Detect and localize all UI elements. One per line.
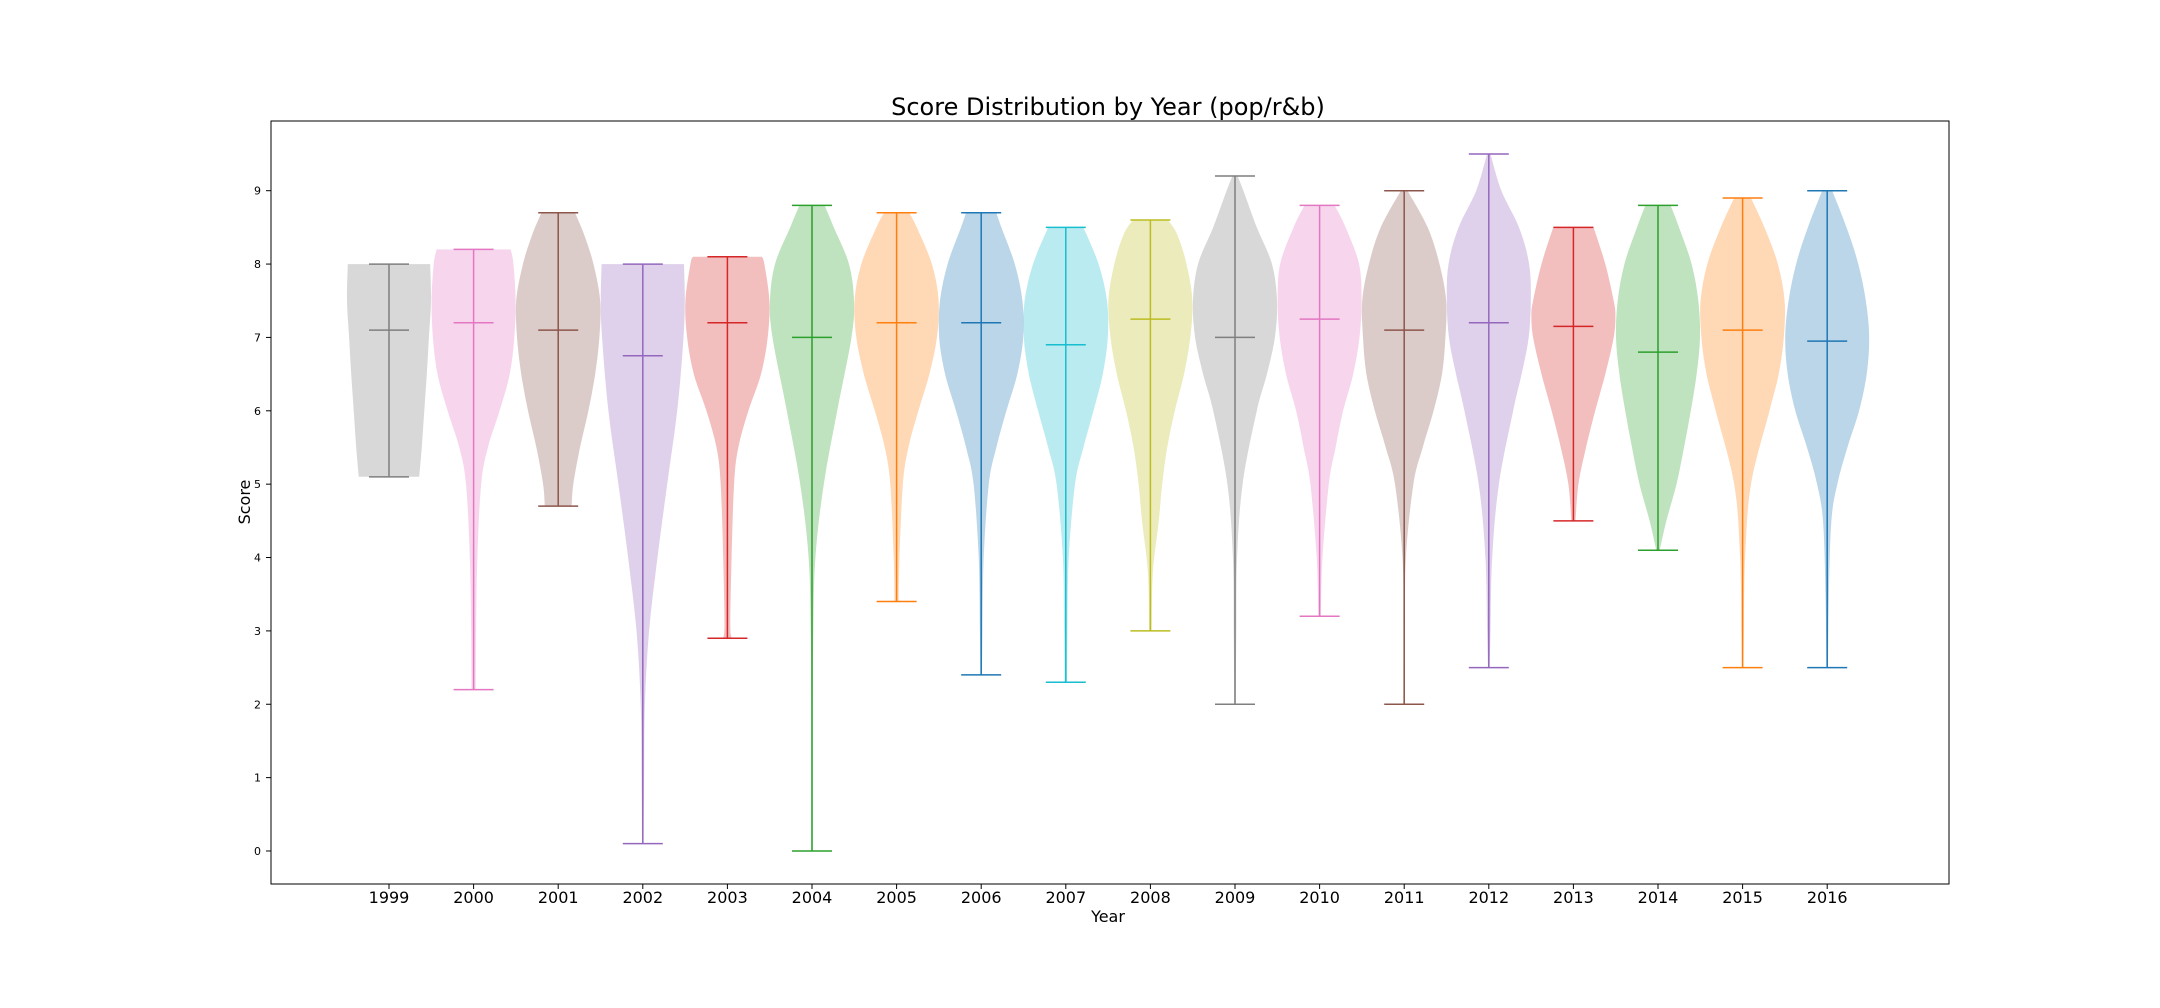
- y-tick-label: 3: [254, 625, 261, 638]
- y-axis: 0 1 2 3 4 5 6 7 8 9: [254, 185, 271, 858]
- y-tick-label: 0: [254, 845, 261, 858]
- x-tick-label: 2007: [1045, 888, 1086, 907]
- x-tick-label: 2013: [1553, 888, 1594, 907]
- x-tick-label: 2012: [1468, 888, 1509, 907]
- y-tick-label: 2: [254, 698, 261, 711]
- x-tick-label: 2010: [1299, 888, 1340, 907]
- x-tick-label: 2003: [707, 888, 748, 907]
- x-axis: 1999 2000 2001 2002 2003 2004 2005 2006 2007 2008…: [369, 884, 1848, 907]
- x-tick-label: 2008: [1130, 888, 1171, 907]
- chart-title: Score Distribution by Year (pop/r&b): [891, 93, 1325, 121]
- x-tick-label: 2016: [1807, 888, 1848, 907]
- violins-layer: [346, 153, 1870, 852]
- x-tick-label: 2004: [792, 888, 833, 907]
- x-tick-label: 2011: [1384, 888, 1425, 907]
- y-axis-label: Score: [235, 480, 254, 525]
- plot-frame: [270, 120, 1950, 885]
- y-tick-label: 4: [254, 552, 261, 565]
- x-tick-label: 2009: [1215, 888, 1256, 907]
- x-tick-label: 2015: [1722, 888, 1763, 907]
- x-tick-label: 2002: [622, 888, 663, 907]
- x-tick-label: 2006: [961, 888, 1002, 907]
- y-tick-label: 1: [254, 772, 261, 785]
- y-tick-label: 8: [254, 258, 261, 271]
- x-tick-label: 2005: [876, 888, 917, 907]
- y-tick-label: 5: [254, 478, 261, 491]
- y-tick-label: 7: [254, 331, 261, 344]
- y-tick-label: 6: [254, 405, 261, 418]
- x-tick-label: 2014: [1638, 888, 1679, 907]
- x-axis-label: Year: [1090, 907, 1125, 926]
- x-tick-label: 1999: [369, 888, 410, 907]
- x-tick-label: 2000: [453, 888, 494, 907]
- x-tick-label: 2001: [538, 888, 579, 907]
- y-tick-label: 9: [254, 185, 261, 198]
